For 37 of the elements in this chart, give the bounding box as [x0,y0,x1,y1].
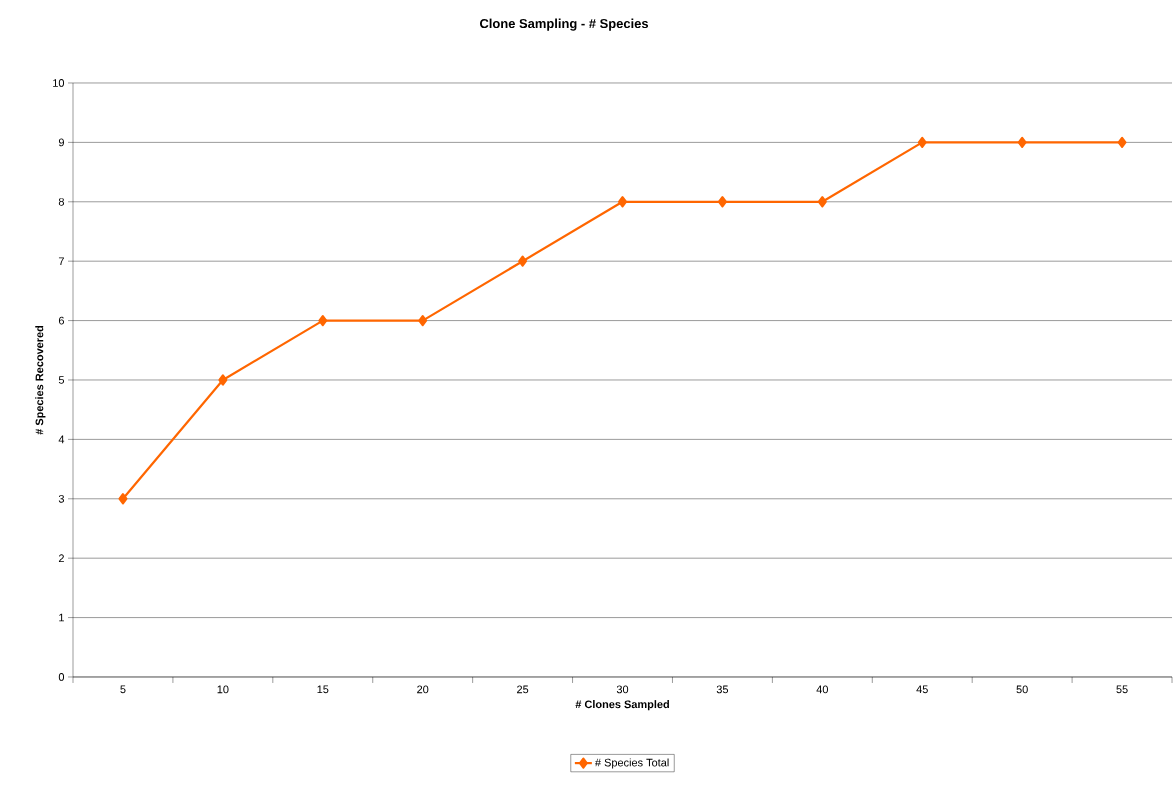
point [1117,136,1127,148]
x-tick-label: 35 [716,685,729,694]
x-axis-title: # Clones Sampled [575,700,669,711]
x-tick-label: 20 [417,685,429,694]
point [817,196,827,208]
y-axis-title: # Species Recovered [35,325,46,435]
y-tick-label: 0 [58,673,65,681]
x-tick-label: 55 [1116,685,1128,694]
point [518,255,528,267]
x-tick-label: 15 [317,685,329,694]
point [218,374,228,386]
point [717,196,727,208]
y-tick-label: 4 [58,435,65,444]
point [618,196,627,208]
y-tick-label: 10 [53,79,65,87]
x-tick-label: 10 [217,685,229,694]
y-tick-label: 5 [58,376,65,384]
x-tick-label: 5 [120,685,126,694]
legend-label: # Species Total [595,758,669,769]
y-tick-label: 8 [58,197,64,206]
x-tick-label: 25 [517,685,529,694]
y-tick-label: 7 [58,257,64,265]
y-tick-label: 6 [58,316,64,325]
point [418,314,428,327]
chart-title: Clone Sampling - # Species [479,18,649,31]
point [118,493,128,505]
point [318,314,328,327]
x-tick-label: 40 [816,685,828,694]
y-tick-label: 9 [58,138,64,147]
y-tick-label: 3 [58,494,64,503]
y-tick-label: 2 [58,554,64,563]
point [917,136,927,148]
point [1017,136,1027,148]
x-tick-label: 50 [1016,685,1028,694]
x-tick-label: 45 [916,685,928,694]
x-tick-label: 30 [616,685,629,694]
y-tick-label: 1 [59,613,64,622]
